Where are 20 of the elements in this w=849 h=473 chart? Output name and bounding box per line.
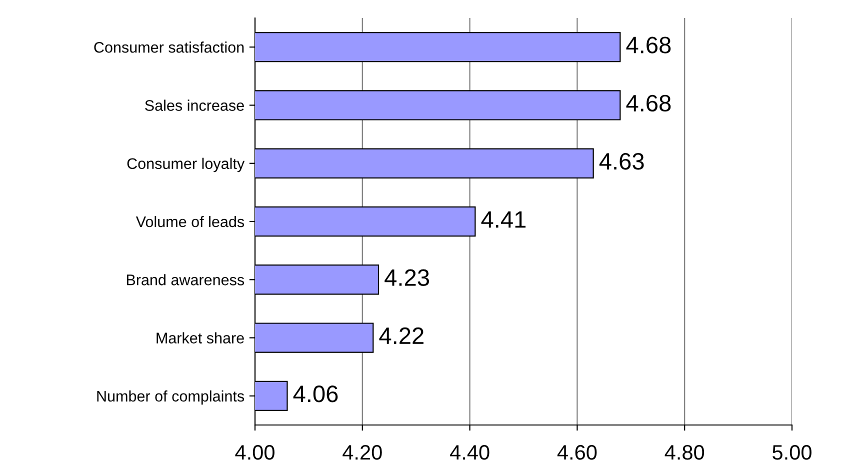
data-label: 4.68 <box>626 36 671 54</box>
x-tick-label: 4.80 <box>664 444 704 460</box>
y-tick-label: Volume of leads <box>136 216 244 228</box>
y-tick-label: Sales increase <box>145 100 244 111</box>
y-tick-label: Market share <box>156 332 244 344</box>
y-tick-label: Consumer satisfaction <box>94 42 244 53</box>
x-tick-label: 5.00 <box>772 444 812 460</box>
x-tick-label: 4.40 <box>450 444 490 460</box>
data-label: 4.22 <box>379 327 424 344</box>
x-tick-label: 4.20 <box>342 444 382 460</box>
y-tick-label: Consumer loyalty <box>127 158 245 172</box>
x-tick-label: 4.60 <box>557 444 597 460</box>
data-label: 4.06 <box>293 386 338 402</box>
x-tick-label: 4.00 <box>235 444 274 460</box>
y-tick-label: Brand awareness <box>126 274 244 286</box>
data-label: 4.68 <box>626 94 671 112</box>
y-tick-label: Number of complaints <box>97 390 244 405</box>
data-label: 4.63 <box>599 152 644 170</box>
data-label: 4.41 <box>481 211 526 228</box>
data-label: 4.23 <box>384 269 429 286</box>
